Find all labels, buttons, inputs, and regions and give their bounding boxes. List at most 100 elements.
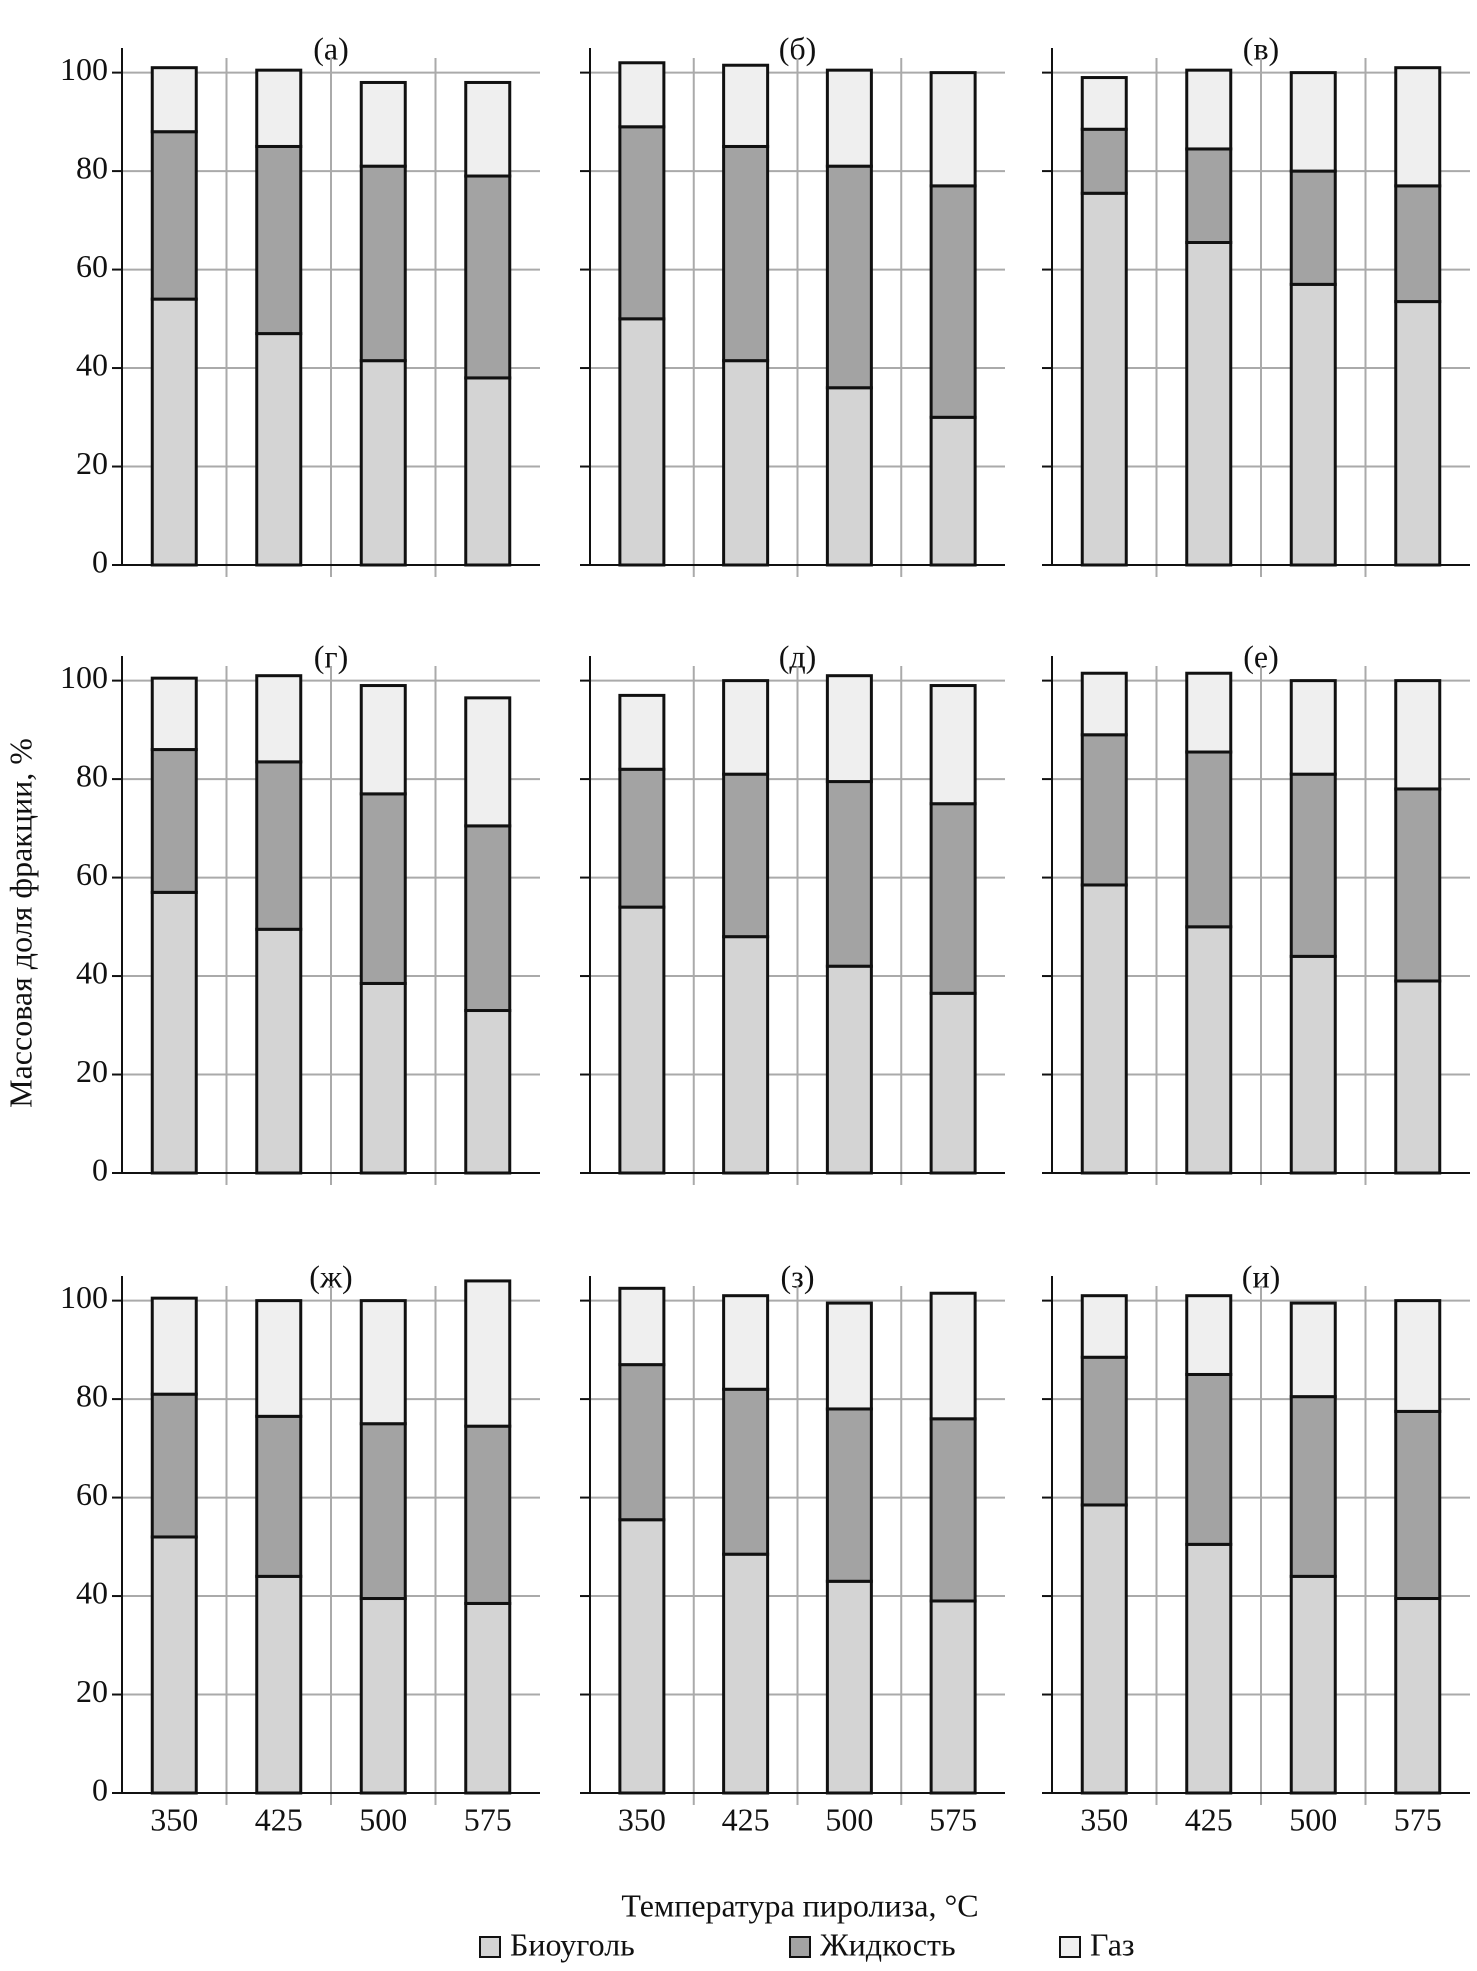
bar-segment [929,415,977,567]
bar-segment [825,1579,873,1795]
y-tick-label: 40 [76,954,108,990]
bar-segment [150,1296,198,1396]
bar-segment [1185,925,1233,1175]
legend-swatch [479,1936,501,1958]
bar-segment [1289,1395,1337,1578]
bar-segment [359,359,407,567]
bar-segment [359,684,407,796]
bar-segment [1394,1597,1442,1795]
bar-segment [1394,300,1442,567]
bar-segment [150,676,198,752]
bar-segment [1080,883,1128,1175]
bar-segment [618,905,666,1175]
bar-segment [1185,147,1233,244]
bar-segment [1394,787,1442,983]
bar-segment [929,1417,977,1603]
bar-segment [1080,1355,1128,1507]
bar-segment [618,125,666,321]
bar-segment [825,1301,873,1411]
bar-segment [1185,68,1233,151]
bar-segment [1394,66,1442,188]
bar-segment [1289,772,1337,958]
bar-segment [464,1601,512,1795]
bar-segment [825,1407,873,1583]
bar-segment [929,71,977,188]
bar-segment [1394,1299,1442,1413]
x-tick-label: 500 [1289,1801,1337,1837]
bar-segment [359,1299,407,1426]
bar-segment [359,80,407,168]
bar-segment [929,1599,977,1795]
bar-segment [464,1279,512,1428]
y-tick-label: 80 [76,1377,108,1413]
bar-segment [150,1535,198,1795]
bar-segment [1185,1294,1233,1376]
bar-segment [359,1422,407,1601]
bar-segment [929,684,977,806]
bar-segment [464,824,512,1013]
bar-segment [1185,750,1233,929]
bar-segment [929,1291,977,1421]
bar-segment [618,1518,666,1795]
bar-segment [825,386,873,567]
bar-segment [1080,1503,1128,1795]
bar-segment [359,792,407,985]
bar-segment [1289,71,1337,173]
bar-segment [722,935,770,1175]
bar-segment [1080,191,1128,567]
bar-segment [1394,184,1442,304]
bar-segment [464,1424,512,1605]
bar-segment [1185,1542,1233,1795]
y-axis-label: Массовая доля фракции, % [2,738,38,1108]
bar-segment [618,693,666,771]
bar-segment [618,1286,666,1367]
bar-segment [722,679,770,776]
bar-segment [1080,1294,1128,1359]
x-tick-label: 425 [722,1801,770,1837]
bar-segment [255,144,303,336]
bar-segment [929,991,977,1175]
bar-segment [255,927,303,1175]
x-tick-label: 350 [618,1801,666,1837]
bar-segment [929,802,977,995]
bar-segment [150,1392,198,1539]
legend-swatch [1059,1936,1081,1958]
bar-segment [1080,76,1128,131]
bar-segment [464,80,512,178]
bar-segment [825,780,873,968]
bar-segment [1289,954,1337,1175]
bar-segment [150,297,198,567]
bar-segment [464,696,512,828]
bar-segment [150,66,198,134]
bar-segment [255,1414,303,1578]
y-tick-label: 20 [76,445,108,481]
bar-segment [1080,733,1128,887]
bar-segment [618,1363,666,1522]
y-tick-label: 20 [76,1053,108,1089]
x-tick-label: 350 [1080,1801,1128,1837]
bar-segment [1289,169,1337,286]
bar-segment [825,964,873,1175]
bar-segment [722,1294,770,1391]
bar-segment [1289,679,1337,776]
bar-segment [618,61,666,129]
y-tick-label: 60 [76,856,108,892]
bar-segment [1080,127,1128,195]
bar-segment [255,332,303,567]
bar-segment [464,1009,512,1175]
bar-segment [1185,240,1233,567]
bar-segment [255,68,303,148]
bar-segment [1185,671,1233,754]
bar-segment [1394,979,1442,1175]
y-tick-label: 80 [76,149,108,185]
x-tick-label: 425 [1185,1801,1233,1837]
bar-segment [359,981,407,1175]
x-tick-label: 575 [1394,1801,1442,1837]
y-tick-label: 60 [76,1476,108,1512]
y-tick-label: 80 [76,757,108,793]
y-tick-label: 0 [92,543,108,579]
bar-segment [1080,671,1128,737]
bar-segment [150,130,198,301]
y-tick-label: 100 [60,1279,108,1315]
